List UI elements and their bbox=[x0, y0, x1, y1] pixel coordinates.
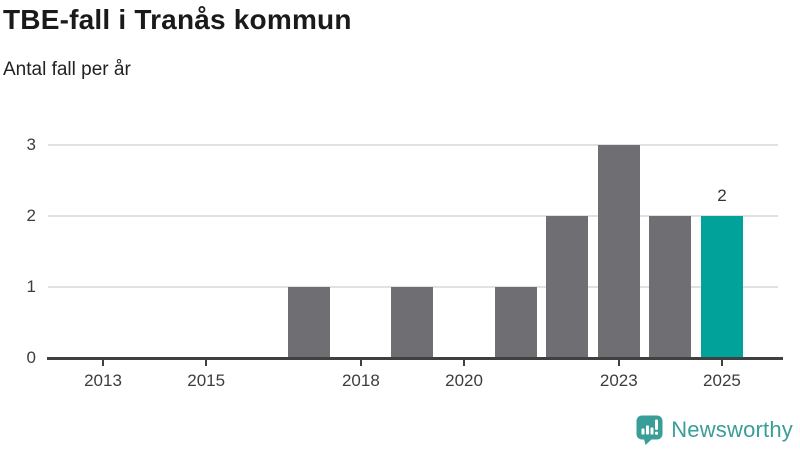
y-tick-label-3: 3 bbox=[26, 135, 36, 154]
x-tick-2018 bbox=[359, 360, 362, 366]
x-tick-2025 bbox=[720, 360, 723, 366]
x-tick-label-2018: 2018 bbox=[341, 371, 380, 390]
gridline-y-2 bbox=[48, 215, 778, 217]
x-tick-label-2013: 2013 bbox=[84, 371, 122, 390]
x-axis-line bbox=[47, 357, 783, 360]
bar-2017 bbox=[288, 287, 331, 358]
x-tick-2013 bbox=[102, 360, 104, 366]
bar-2021 bbox=[494, 287, 537, 358]
x-tick-label-2020: 2020 bbox=[445, 371, 483, 390]
bar-2023 bbox=[597, 145, 640, 358]
highlight-value-label: 2 bbox=[717, 186, 727, 205]
brand-name: Newsworthy bbox=[671, 417, 793, 442]
y-tick-label-1: 1 bbox=[26, 277, 36, 296]
brand-footer: Newsworthy bbox=[636, 415, 793, 445]
x-tick-2020 bbox=[463, 360, 466, 366]
y-tick-label-2: 2 bbox=[26, 206, 36, 225]
gridline-y-3 bbox=[48, 144, 778, 146]
y-tick-label-0: 0 bbox=[26, 348, 36, 367]
chart-title: TBE-fall i Tranås kommun bbox=[3, 4, 352, 35]
x-tick-label-2015: 2015 bbox=[187, 371, 226, 390]
bar-2022 bbox=[546, 216, 589, 358]
chart-subtitle: Antal fall per år bbox=[3, 59, 131, 80]
bar-2025 bbox=[700, 216, 743, 358]
x-tick-label-2025: 2025 bbox=[703, 371, 741, 390]
x-tick-2015 bbox=[205, 360, 208, 366]
x-tick-2023 bbox=[617, 360, 620, 366]
bar-2024 bbox=[649, 216, 692, 358]
newsworthy-logo-icon bbox=[636, 415, 663, 445]
x-tick-label-2023: 2023 bbox=[599, 371, 638, 390]
bar-2019 bbox=[391, 287, 434, 358]
